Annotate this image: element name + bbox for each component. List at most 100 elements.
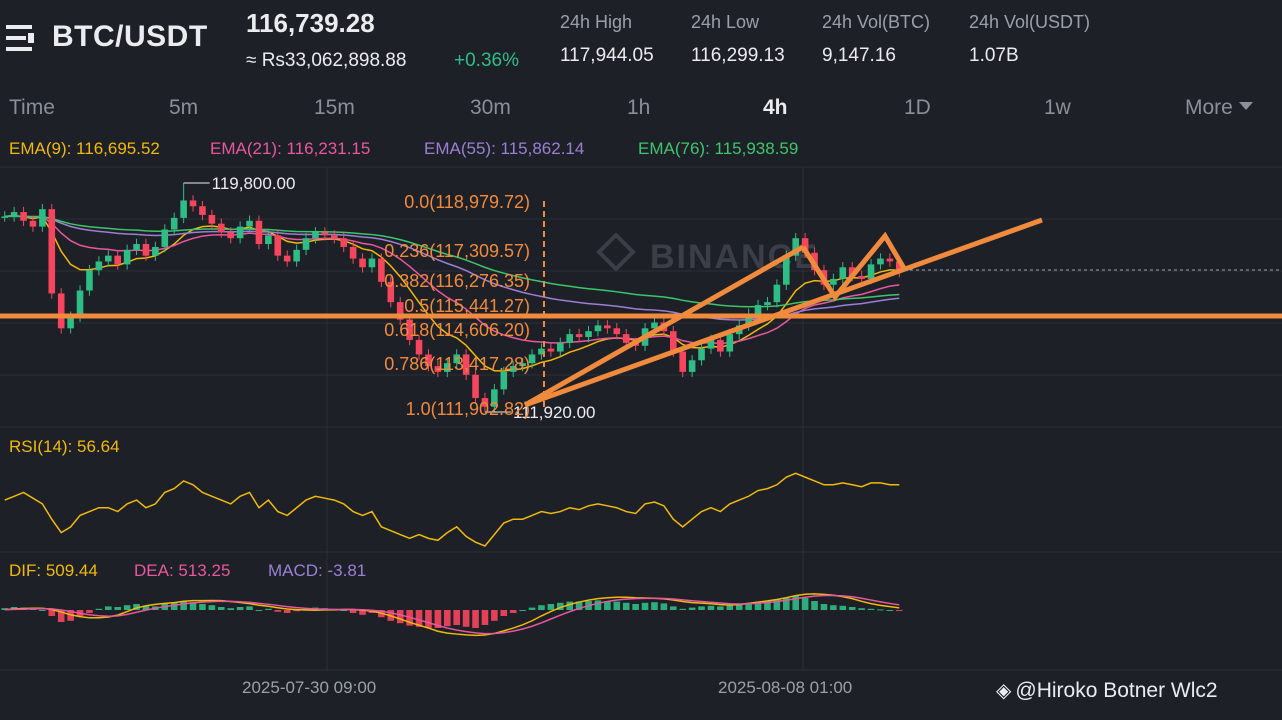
macd-histogram-bar: [86, 610, 93, 613]
macd-histogram-bar: [453, 610, 461, 625]
macd-histogram-bar: [274, 610, 282, 612]
macd-histogram-bar: [114, 607, 122, 610]
macd-histogram-bar: [848, 607, 856, 610]
macd-histogram-bar: [104, 606, 112, 610]
candle-body: [236, 226, 244, 239]
candle-body: [349, 246, 357, 259]
candle-body: [651, 322, 658, 329]
macd-histogram-bar: [76, 610, 84, 616]
ticker-header: BTC/USDT 116,739.28 ≈ Rs33,062,898.88 +0…: [0, 0, 1282, 88]
candle-body: [255, 220, 263, 245]
tab-30m[interactable]: 30m: [470, 96, 511, 119]
macd-histogram-bar: [867, 608, 875, 610]
candle-body: [688, 360, 696, 372]
macd-histogram-bar: [415, 610, 423, 627]
tab-1w[interactable]: 1w: [1044, 96, 1071, 119]
candle-body: [180, 200, 187, 218]
candle-body: [152, 246, 159, 256]
tab-1d[interactable]: 1D: [904, 96, 931, 119]
macd-histogram-bar: [10, 607, 18, 610]
stat-24h-vol-usdt: 24h Vol(USDT) 1.07B: [969, 12, 1091, 66]
pair-title[interactable]: BTC/USDT: [52, 20, 208, 53]
macd-histogram-bar: [735, 604, 743, 610]
candle-body: [811, 252, 818, 271]
ema55-line: [4, 215, 900, 321]
candle-body: [820, 270, 828, 285]
macd-histogram-bar: [189, 602, 197, 610]
candle-body: [632, 342, 639, 346]
candle-body: [491, 389, 498, 407]
chevron-down-icon: [1238, 102, 1253, 111]
tab-15m[interactable]: 15m: [314, 96, 355, 119]
price-change: +0.36%: [454, 50, 519, 71]
candle-body: [359, 258, 366, 268]
candle-body: [396, 302, 404, 320]
candle-body: [123, 249, 131, 265]
candle-body: [406, 319, 413, 340]
macd-histogram-bar: [302, 608, 310, 610]
candle-body: [95, 261, 103, 271]
macd-histogram-bar: [123, 605, 131, 610]
macd-histogram-bar: [764, 601, 771, 610]
macd-histogram-bar: [180, 601, 187, 610]
candle-body: [368, 258, 376, 268]
candle-body: [622, 334, 630, 343]
macd-histogram-bar: [349, 610, 357, 613]
candle-body: [575, 334, 583, 338]
macd-histogram-bar: [378, 610, 385, 618]
candle-body: [199, 206, 206, 215]
macd-histogram-bar: [547, 604, 555, 610]
author-watermark: ◈ @Hiroko Botner Wlc2: [996, 678, 1218, 703]
macd-histogram-bar: [255, 610, 263, 611]
fib-level-label: 1.0(111,902.82): [406, 399, 530, 419]
macd-histogram-bar: [227, 608, 235, 610]
macd-histogram-bar: [519, 610, 526, 611]
candle-body: [340, 238, 348, 247]
stat-24h-high: 24h High 117,944.05: [560, 12, 654, 66]
macd-histogram-bar: [199, 604, 206, 610]
fib-level-label: 0.236(117,309.57): [384, 241, 530, 261]
tab-1h[interactable]: 1h: [627, 96, 651, 119]
candle-body: [76, 290, 84, 317]
candle-body: [509, 366, 517, 372]
macd-histogram-bar: [246, 606, 253, 610]
macd-histogram-bar: [500, 610, 508, 616]
macd-histogram-bar: [434, 610, 442, 628]
macd-histogram-bar: [717, 606, 724, 610]
stat-24h-low: 24h Low 116,299.13: [691, 12, 785, 66]
macd-histogram-bar: [491, 610, 498, 621]
candle-body: [895, 261, 903, 272]
candle-body: [217, 223, 225, 233]
macd-histogram-bar: [556, 602, 564, 610]
macd-histogram-bar: [29, 608, 37, 610]
candle-body: [528, 354, 536, 364]
tab-more[interactable]: More: [1185, 96, 1253, 120]
binance-watermark-icon: [596, 232, 636, 272]
macd-histogram-bar: [773, 599, 781, 610]
candle-body: [877, 258, 884, 265]
candle-body: [764, 302, 771, 306]
macd-histogram-bar: [792, 595, 800, 610]
candle-body: [707, 339, 715, 349]
ema21-line: [4, 215, 900, 345]
candle-body: [698, 348, 705, 361]
candle-body: [443, 363, 451, 372]
candle-body: [114, 255, 122, 265]
menu-icon[interactable]: [6, 24, 36, 52]
candle-body: [886, 258, 894, 262]
tab-4h[interactable]: 4h: [763, 96, 788, 119]
fib-level-label: 0.5(115,441.27): [404, 296, 530, 316]
candle-body: [792, 238, 800, 256]
fib-level-label: 0.0(118,979.72): [404, 192, 530, 212]
ema76-label: EMA(76): 115,938.59: [638, 139, 799, 158]
macd-histogram-bar: [368, 610, 376, 613]
tab-time[interactable]: Time: [9, 96, 55, 119]
candle-body: [594, 325, 602, 332]
candle-body: [378, 258, 385, 282]
tab-5m[interactable]: 5m: [169, 96, 199, 119]
dif-line: [4, 593, 900, 637]
candle-body: [519, 363, 526, 367]
ema9-line: [4, 214, 900, 372]
x-tick-date-1: 2025-07-30 09:00: [242, 678, 377, 697]
macd-histogram-bar: [462, 610, 470, 627]
